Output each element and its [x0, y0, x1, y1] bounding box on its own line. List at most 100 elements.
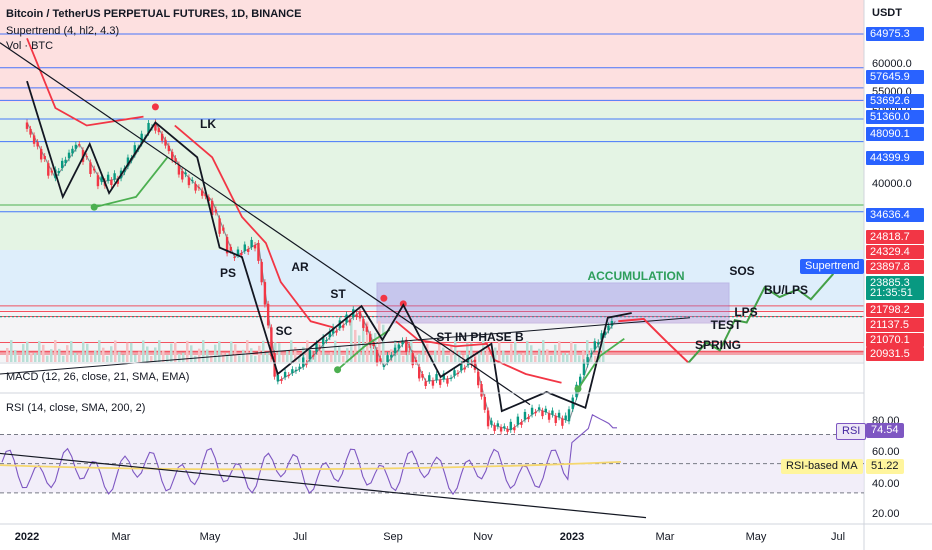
candle-body: [328, 331, 331, 338]
candle-body: [126, 157, 130, 167]
volume-bar: [158, 340, 161, 362]
zone-blue: [0, 250, 864, 310]
volume-bar: [338, 345, 341, 362]
volume-bar: [326, 354, 329, 362]
candle-body: [315, 343, 318, 352]
candle-body: [218, 218, 221, 234]
volume-bar: [438, 340, 441, 362]
price-level-label[interactable]: 23897.8: [866, 260, 924, 274]
candle-body: [321, 337, 325, 345]
candle-body: [442, 373, 446, 380]
price-level-label[interactable]: 44399.9: [866, 151, 924, 165]
candle-body: [358, 311, 362, 319]
volume-bar: [206, 349, 209, 362]
candle-body: [207, 197, 211, 201]
volume-bar: [66, 345, 69, 362]
downtrend-line: [0, 42, 531, 406]
volume-bar: [198, 348, 201, 362]
candle-body: [250, 239, 253, 247]
volume-bar: [406, 345, 409, 362]
price-level-label[interactable]: 24818.7: [866, 230, 924, 244]
candle-body: [174, 158, 177, 162]
time-tick-label: 2022: [14, 531, 40, 543]
candle-body: [582, 362, 586, 375]
price-level-label[interactable]: 24329.4: [866, 245, 924, 259]
volume-bar: [402, 355, 405, 362]
price-level-label[interactable]: 21070.1: [866, 333, 924, 347]
price-level-label[interactable]: 21798.2: [866, 303, 924, 317]
candle-body: [607, 325, 610, 331]
candle-body: [431, 380, 435, 386]
volume-bar: [566, 353, 569, 362]
annotation-test: TEST: [710, 318, 742, 332]
volume-bar: [102, 347, 105, 362]
candle-body: [460, 363, 463, 371]
volume-bar: [150, 355, 153, 362]
candle-body: [263, 282, 267, 305]
volume-bar: [138, 351, 141, 362]
price-level-label[interactable]: 51360.0: [866, 110, 924, 124]
candle-body: [294, 369, 298, 371]
price-level-label[interactable]: 53692.6: [866, 94, 924, 108]
candle-body: [204, 193, 207, 197]
candle-body: [401, 340, 404, 345]
volume-bar: [6, 348, 9, 362]
candle-body: [453, 370, 456, 376]
candle-body: [466, 357, 470, 366]
volume-bar: [466, 342, 469, 362]
candle-body: [85, 156, 88, 158]
zone-red: [0, 0, 864, 102]
candle-body: [253, 245, 257, 249]
volume-bar: [154, 347, 157, 362]
volume-bar: [578, 355, 581, 362]
candle-body: [547, 413, 551, 420]
volume-bar: [418, 353, 421, 362]
volume-bar: [290, 340, 293, 362]
candle-body: [214, 209, 218, 213]
candle-body: [57, 171, 60, 174]
volume-bar: [170, 343, 173, 362]
price-level-label[interactable]: 21137.5: [866, 318, 924, 332]
volume-bar: [86, 343, 89, 362]
candle-body: [348, 319, 352, 323]
candle-body: [197, 187, 201, 189]
price-level-label[interactable]: 34636.4: [866, 208, 924, 222]
price-level-label[interactable]: 64975.3: [866, 27, 924, 41]
candle-body: [60, 160, 64, 169]
candle-body: [493, 425, 496, 431]
volume-bar: [602, 340, 605, 362]
candle-body: [187, 177, 191, 186]
candle-body: [283, 371, 287, 378]
price-level-label[interactable]: 48090.1: [866, 127, 924, 141]
price-level-label[interactable]: 20931.5: [866, 347, 924, 361]
rsi-value-tag: 74.54: [866, 423, 904, 438]
annotation-lk: LK: [200, 117, 216, 131]
candle-body: [89, 162, 92, 174]
volume-bar: [98, 340, 101, 362]
candle-body: [520, 422, 523, 425]
candle-body: [194, 183, 197, 191]
candle-body: [516, 416, 520, 425]
volume-bar: [594, 355, 597, 362]
candle-body: [483, 396, 486, 410]
candle-body: [470, 362, 473, 365]
volume-bar: [298, 355, 301, 362]
candle-body: [50, 170, 54, 173]
candle-body: [43, 156, 46, 159]
macd-legend: MACD (12, 26, close, 21, SMA, EMA): [6, 371, 190, 383]
candle-body: [257, 243, 260, 261]
candle-body: [25, 122, 29, 129]
rsi-ma-line: [0, 460, 622, 471]
annotation-st: ST: [330, 287, 346, 301]
volume-bar: [346, 348, 349, 362]
candle-body: [421, 374, 424, 378]
time-tick-label: Sep: [383, 531, 403, 543]
volume-bar: [134, 354, 137, 362]
price-level-label[interactable]: 21:35:51: [866, 286, 924, 300]
volume-bar: [210, 355, 213, 362]
projection-up: [687, 273, 835, 364]
price-level-label[interactable]: 57645.9: [866, 70, 924, 84]
volume-bar: [114, 340, 117, 362]
candle-body: [561, 418, 564, 426]
